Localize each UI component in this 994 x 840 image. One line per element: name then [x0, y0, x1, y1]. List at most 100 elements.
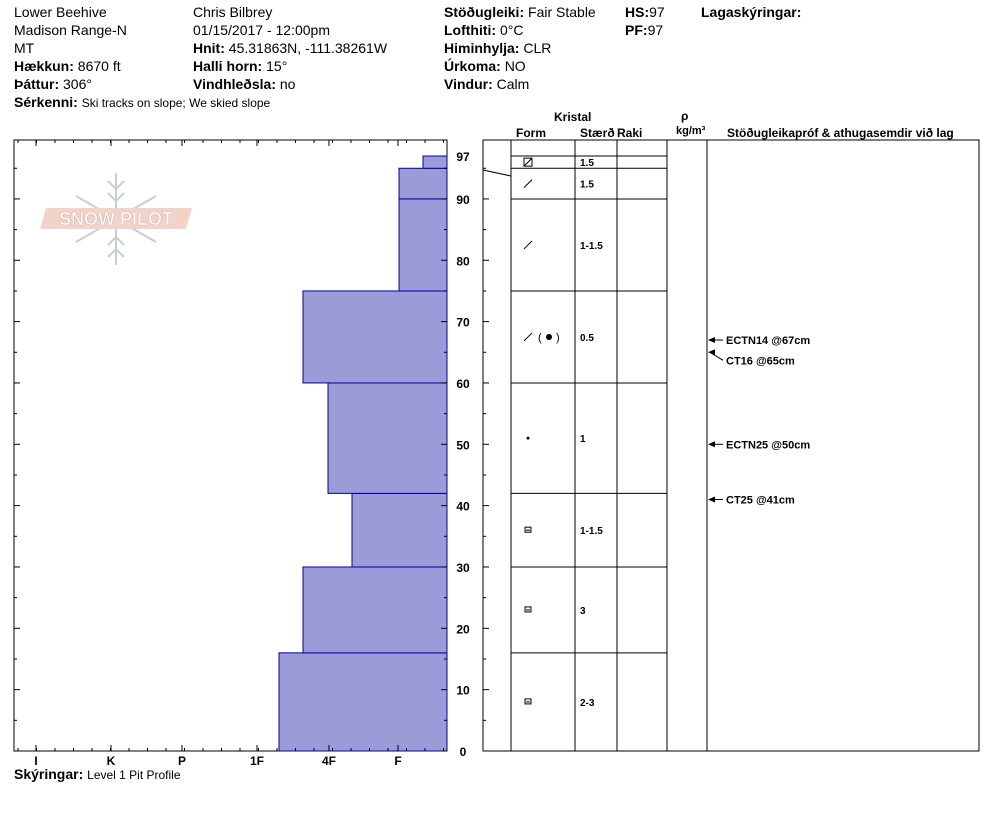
decomposed-icon	[523, 332, 533, 342]
hardness-tick-label: I	[34, 754, 37, 768]
crystal-size-value: 1-1.5	[580, 241, 603, 252]
decomposed-icon	[523, 240, 533, 250]
depth-tick-label: 40	[456, 500, 470, 514]
crystal-header: Kristal	[554, 110, 592, 124]
logo-text: SNOW PILOT	[59, 209, 173, 229]
depth-tick-label: 20	[456, 622, 470, 636]
aspect-row: Þáttur: 306°	[14, 75, 270, 93]
hardness-tick-label: P	[178, 754, 186, 768]
hardness-tick-label: F	[394, 754, 401, 768]
density-unit-header: kg/m³	[676, 125, 706, 137]
features-label: Sérkenni:	[14, 94, 78, 110]
layer-table-content: 2-3 3 1-1.5 1 () 0.5 1-1.5 1.5 1.5	[523, 157, 603, 709]
snow-pilot-logo: SNOW PILOT	[40, 173, 192, 265]
pf-row: PF:97	[625, 21, 665, 39]
wind-loading-row: Vindhleðsla: no	[193, 75, 387, 93]
crystal-size-value: 1.5	[580, 158, 594, 169]
test-arrow-head	[708, 441, 715, 448]
stability-row: Stöðugleiki: Fair Stable	[444, 3, 596, 21]
aspect-label: Þáttur:	[14, 76, 60, 92]
notes-label: Skýringar:	[14, 766, 84, 782]
hardness-tick-label: 1F	[250, 754, 264, 768]
hs-value: 97	[649, 4, 665, 20]
observer-name: Chris Bilbrey	[193, 4, 273, 20]
hardness-bars	[278, 155, 448, 752]
layer-table-grid	[482, 140, 708, 751]
coords-value: 45.31863N, -111.38261W	[228, 40, 388, 56]
header-col1: Lower Beehive Madison Range-N MT Hækkun:…	[14, 3, 270, 112]
stability-test-label: CT16 @65cm	[726, 355, 795, 367]
precip-label: Úrkoma:	[444, 58, 501, 74]
depth-tick-label: 70	[456, 316, 470, 330]
aspect-value: 306°	[63, 76, 92, 92]
depth-tick-label: 30	[456, 561, 470, 575]
header-col3: Stöðugleiki: Fair Stable Lofthiti: 0°C H…	[444, 3, 596, 93]
depth-tick-label: 80	[456, 254, 470, 268]
header-col2: Chris Bilbrey 01/15/2017 - 12:00pm Hnit:…	[193, 3, 387, 93]
wind-loading-value: no	[279, 76, 296, 92]
observation-datetime: 01/15/2017 - 12:00pm	[193, 22, 330, 38]
hardness-bar	[422, 155, 448, 169]
range-name: Madison Range-N	[14, 22, 127, 38]
sky-label: Himinhylja:	[444, 40, 520, 56]
air-temp-row: Lofthiti: 0°C	[444, 21, 596, 39]
slope-label: Halli horn:	[193, 58, 263, 74]
surface-hoar-icon	[523, 157, 533, 167]
coords-row: Hnit: 45.31863N, -111.38261W	[193, 39, 387, 57]
logo-banner	[40, 208, 192, 229]
pf-value: 97	[647, 22, 664, 38]
facet-icon	[524, 526, 532, 533]
elevation-row: Hækkun: 8670 ft	[14, 57, 270, 75]
crystal-size-value: 1-1.5	[580, 526, 603, 537]
stability-test-label: CT25 @41cm	[726, 495, 795, 507]
surface-hoar-icon-diag	[523, 157, 533, 167]
test-arrow-head	[708, 349, 715, 356]
sky-row: Himinhylja: CLR	[444, 39, 596, 57]
header-col5: Lagaskýringar:	[701, 3, 801, 21]
coords-label: Hnit:	[193, 40, 225, 56]
precip-row: Úrkoma: NO	[444, 57, 596, 75]
stability-test-label: ECTN25 @50cm	[726, 439, 810, 451]
slope-value: 15°	[266, 58, 288, 74]
depth-axis: 0 10 20 30 40 50 60 70 80 90 97	[14, 150, 489, 759]
elevation-value: 8670 ft	[77, 58, 121, 74]
crystal-size-value: 3	[580, 606, 586, 617]
size-header: Stærð	[580, 126, 615, 140]
rounds-icon	[526, 436, 530, 440]
features-value: Ski tracks on slope; We skied slope	[81, 96, 271, 110]
hardness-tick-label: 4F	[322, 754, 336, 768]
test-arrow-head	[708, 496, 715, 503]
stability-tests: ECTN14 @67cm CT16 @65cm ECTN25 @50cm CT25 @…	[708, 335, 810, 507]
footer-notes: Skýringar: Level 1 Pit Profile	[14, 765, 181, 784]
hardness-bar	[351, 492, 448, 568]
depth-tick-label: 0	[460, 745, 467, 759]
rho-header: ρ	[681, 109, 689, 123]
precip-value: NO	[504, 58, 526, 74]
state-name: MT	[14, 40, 35, 56]
stability-test-label: ECTN14 @67cm	[726, 335, 810, 347]
hardness-bar	[302, 290, 448, 384]
pf-label: PF:	[625, 22, 648, 38]
stability-value: Fair Stable	[528, 4, 596, 20]
depth-tick-label: 90	[456, 193, 470, 207]
crystal-size-value: 1.5	[580, 180, 594, 191]
surface-connector-line	[482, 169, 512, 177]
test-arrow-head	[708, 337, 715, 344]
wind-value: Calm	[496, 76, 530, 92]
depth-tick-label: 60	[456, 377, 470, 391]
crystal-size-value: 0.5	[580, 333, 594, 344]
crystal-size-value: 2-3	[580, 698, 595, 709]
stability-label: Stöðugleiki:	[444, 4, 525, 20]
hardness-bar	[327, 382, 448, 494]
hardness-bar	[398, 198, 448, 292]
facet-icon	[524, 606, 532, 613]
wind-loading-label: Vindhleðsla:	[193, 76, 276, 92]
depth-tick-label: 50	[456, 438, 470, 452]
paren-close-icon: )	[556, 332, 560, 344]
location-name: Lower Beehive	[14, 4, 107, 20]
layer-table-frame	[482, 139, 980, 752]
depth-tick-label: 97	[456, 150, 470, 164]
decomposed-icon	[523, 179, 533, 188]
air-temp-label: Lofthiti:	[444, 22, 497, 38]
